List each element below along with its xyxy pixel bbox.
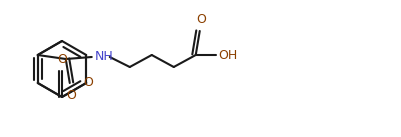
Text: O: O <box>66 89 76 102</box>
Text: NH: NH <box>95 49 113 62</box>
Text: O: O <box>83 75 93 89</box>
Text: O: O <box>57 53 67 66</box>
Text: OH: OH <box>218 48 237 62</box>
Text: O: O <box>196 13 206 26</box>
